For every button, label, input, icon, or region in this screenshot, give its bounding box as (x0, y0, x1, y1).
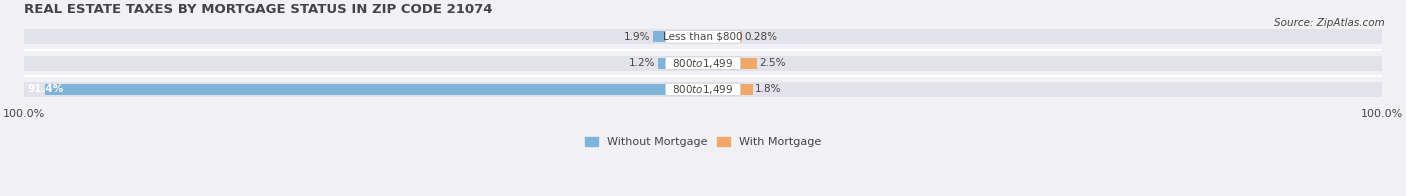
Text: 1.8%: 1.8% (755, 84, 782, 94)
Bar (652, 31, 665, 43)
FancyBboxPatch shape (665, 83, 741, 96)
Text: $800 to $1,499: $800 to $1,499 (672, 83, 734, 96)
Text: 1.9%: 1.9% (624, 32, 651, 42)
FancyBboxPatch shape (665, 57, 741, 69)
Bar (24, 29, 1382, 44)
Text: 1.2%: 1.2% (628, 58, 655, 68)
Bar (741, 58, 758, 69)
Text: Less than $800: Less than $800 (664, 32, 742, 42)
FancyBboxPatch shape (665, 31, 741, 43)
Text: REAL ESTATE TAXES BY MORTGAGE STATUS IN ZIP CODE 21074: REAL ESTATE TAXES BY MORTGAGE STATUS IN … (24, 3, 492, 16)
Bar (24, 56, 1382, 71)
Text: 91.4%: 91.4% (27, 84, 63, 94)
Text: Source: ZipAtlas.com: Source: ZipAtlas.com (1274, 18, 1385, 28)
Text: $800 to $1,499: $800 to $1,499 (672, 57, 734, 70)
Bar (741, 84, 752, 95)
Text: 2.5%: 2.5% (759, 58, 786, 68)
Text: 0.28%: 0.28% (744, 32, 778, 42)
Bar (24, 82, 1382, 97)
Bar (658, 58, 665, 69)
Bar (741, 31, 742, 43)
Legend: Without Mortgage, With Mortgage: Without Mortgage, With Mortgage (581, 132, 825, 152)
Bar (45, 84, 665, 95)
